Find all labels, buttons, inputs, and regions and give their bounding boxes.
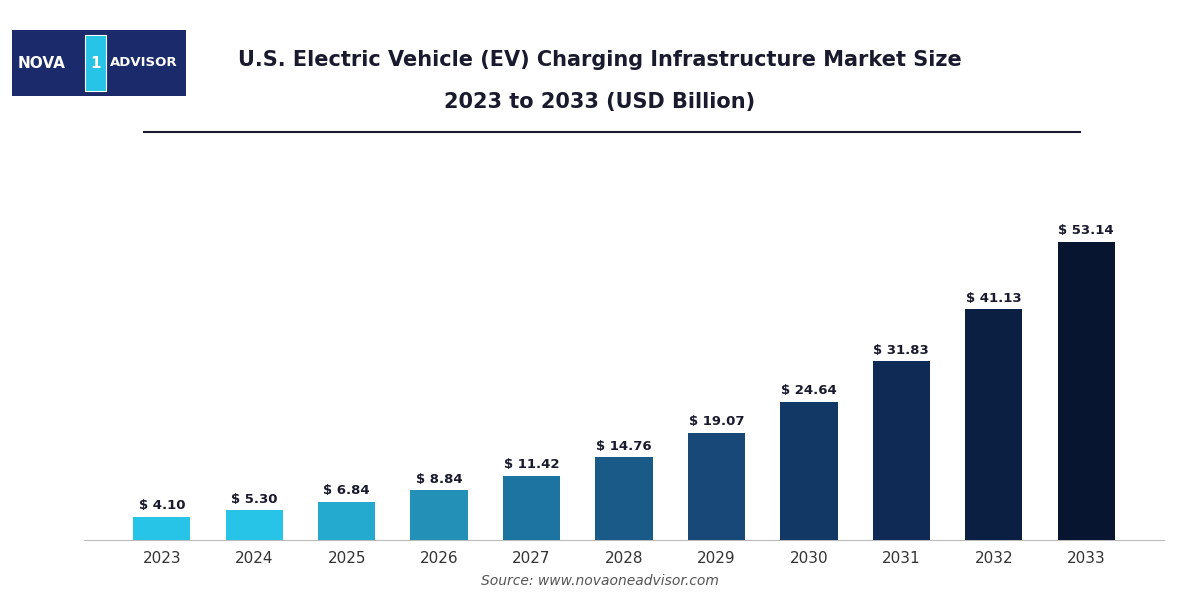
Text: $ 5.30: $ 5.30 [230, 493, 277, 506]
Text: $ 41.13: $ 41.13 [966, 292, 1021, 305]
Bar [1057, 242, 1115, 540]
Text: U.S. Electric Vehicle (EV) Charging Infrastructure Market Size: U.S. Electric Vehicle (EV) Charging Infr… [238, 50, 962, 70]
Bar [688, 433, 745, 540]
Bar [872, 361, 930, 540]
Bar [965, 309, 1022, 540]
Text: 2023 to 2033 (USD Billion): 2023 to 2033 (USD Billion) [444, 92, 756, 112]
Bar [133, 517, 191, 540]
Text: $ 24.64: $ 24.64 [781, 384, 836, 397]
Text: $ 14.76: $ 14.76 [596, 440, 652, 452]
Bar [780, 401, 838, 540]
Bar [226, 510, 283, 540]
Text: $ 6.84: $ 6.84 [323, 484, 370, 497]
Text: NOVA: NOVA [17, 55, 65, 70]
Text: $ 31.83: $ 31.83 [874, 344, 929, 357]
Text: $ 11.42: $ 11.42 [504, 458, 559, 472]
Text: Source: www.novaoneadvisor.com: Source: www.novaoneadvisor.com [481, 574, 719, 588]
Text: $ 8.84: $ 8.84 [415, 473, 462, 486]
Text: 1: 1 [90, 55, 101, 70]
Text: $ 53.14: $ 53.14 [1058, 224, 1114, 237]
Bar [410, 490, 468, 540]
Text: $ 19.07: $ 19.07 [689, 415, 744, 428]
Bar [318, 502, 376, 540]
Bar [85, 35, 106, 91]
Text: $ 4.10: $ 4.10 [138, 499, 185, 512]
Bar [595, 457, 653, 540]
Text: ADVISOR: ADVISOR [109, 56, 178, 70]
Bar [503, 476, 560, 540]
